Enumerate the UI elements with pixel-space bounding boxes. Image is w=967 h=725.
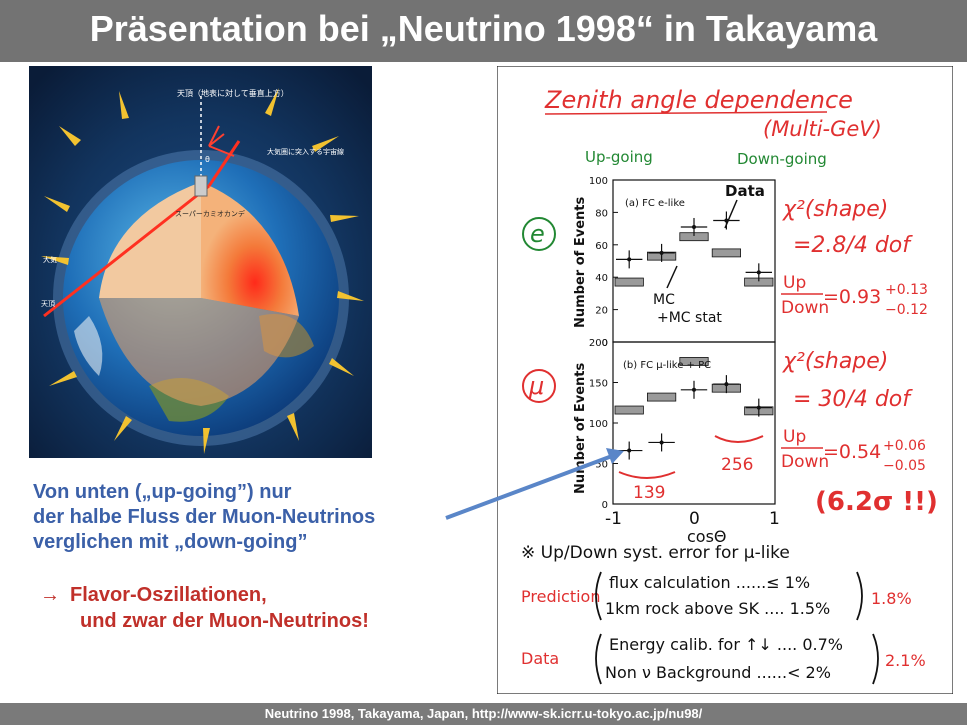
mc-annotation: MC [653,292,675,308]
mu-down: Down [781,452,829,472]
mu-err-plus: +0.06 [883,438,926,454]
data-point [692,387,696,392]
data-point [756,270,761,275]
mc-box [711,248,741,258]
note-title: Zenith angle dependence [544,86,853,114]
data-point [692,224,696,229]
cosmic-label: 大気圏に突入する宇宙線 [267,147,344,156]
mu-up: Up [783,427,806,447]
sk-label: スーパーカミオカンデ [175,209,245,218]
y-tick-label: 60 [595,241,608,252]
y-tick-label: 80 [595,208,608,219]
mu-chi2-value: = 30/4 dof [793,387,913,412]
panel-a-ylabel: Number of Events [573,197,588,328]
y-tick-label: 100 [589,419,608,430]
panel-b-title: (b) FC μ-like + PC [623,360,711,371]
y-tick-label: 50 [595,460,608,471]
panel-a-title: (a) FC e-like [625,198,685,209]
mc-stat-annotation: +MC stat [657,310,722,326]
y-tick-label: 0 [602,338,608,349]
zenith-label: 天頂（地表に対して垂直上方） [177,88,289,98]
y-tick-label: 200 [589,338,608,349]
pred-line2: 1km rock above SK .... 1.5% [605,599,830,618]
data-label: Data [521,649,559,668]
atmos-label: 大気 [43,255,57,264]
panel-b-ylabel: Number of Events [573,363,588,494]
pred-total: 1.8% [871,589,912,608]
xaxis-left: -1 [605,509,622,529]
count-up: 139 [633,483,665,503]
explanation-line3: verglichen mit „down-going” [33,531,308,553]
footer-bar: Neutrino 1998, Takayama, Japan, http://w… [0,703,967,725]
mu-err-minus: −0.05 [883,458,926,474]
explanation-line2: der halbe Fluss der Muon-Neutrinos [33,506,376,528]
down-going-label: Down-going [737,150,827,168]
e-chi2: χ²(shape) [782,197,888,222]
e-chi2-value: =2.8/4 dof [793,233,913,258]
muon-symbol: μ [528,372,544,400]
nadir-label: 天頂 [41,300,55,308]
data-point [756,405,761,410]
data-annotation: Data [725,182,765,200]
data-point [627,448,632,453]
xaxis-right: 1 [769,509,780,529]
mc-box [679,357,709,366]
y-tick-label: 40 [595,273,608,284]
data-line2: Non ν Background ......< 2% [605,663,831,682]
count-down: 256 [721,455,753,475]
pred-line1: flux calculation ......≤ 1% [609,573,810,592]
handwritten-notes-figure: Zenith angle dependence (Multi-GeV) Up-g… [497,66,953,694]
xaxis-mid: 0 [689,509,700,529]
y-tick-label: 20 [595,306,608,317]
data-line1: Energy calib. for ↑↓ .... 0.7% [609,635,843,654]
slide-title: Präsentation bei „Neutrino 1998“ in Taka… [89,8,878,49]
mc-box [646,392,677,402]
up-going-label: Up-going [585,148,653,166]
title-bar: Präsentation bei „Neutrino 1998“ in Taka… [0,0,967,62]
significance: (6.2σ !!) [815,487,938,517]
e-up: Up [783,273,806,293]
conclusion-line1: Flavor-Oszillationen, [70,584,267,606]
data-total: 2.1% [885,651,926,670]
y-tick-label: 150 [589,379,608,390]
prediction-label: Prediction [521,587,600,606]
syst-note: ※ Up/Down syst. error for μ-like [521,543,790,563]
data-point [724,382,729,387]
y-tick-label: 100 [589,176,608,187]
xaxis-label: cosΘ [687,527,727,546]
e-down: Down [781,298,829,318]
data-point [627,257,632,262]
explanation-line1: Von unten („up-going”) nur [33,481,292,503]
data-point [659,440,664,445]
implies-arrow: → [40,584,60,606]
theta-label: θ [205,155,210,164]
e-err-plus: +0.13 [885,282,928,298]
chart-panel-e-like: 0 20 40 60 80 100 [589,176,774,349]
mc-box [614,277,644,287]
earth-cosmic-ray-figure: 天頂（地表に対して垂直上方） 大気圏に突入する宇宙線 スーパーカミオカンデ 大気… [29,66,372,458]
footer-citation: Neutrino 1998, Takayama, Japan, http://w… [264,706,703,721]
note-subtitle: (Multi-GeV) [763,117,882,141]
mu-ratio: =0.54 [823,441,881,463]
e-ratio: =0.93 [823,286,881,308]
electron-symbol: e [530,220,545,248]
e-err-minus: −0.12 [885,302,928,318]
data-point [659,250,664,255]
mu-chi2: χ²(shape) [782,349,888,374]
mc-box [614,405,644,415]
conclusion-line2: und zwar der Muon-Neutrinos! [80,610,369,632]
